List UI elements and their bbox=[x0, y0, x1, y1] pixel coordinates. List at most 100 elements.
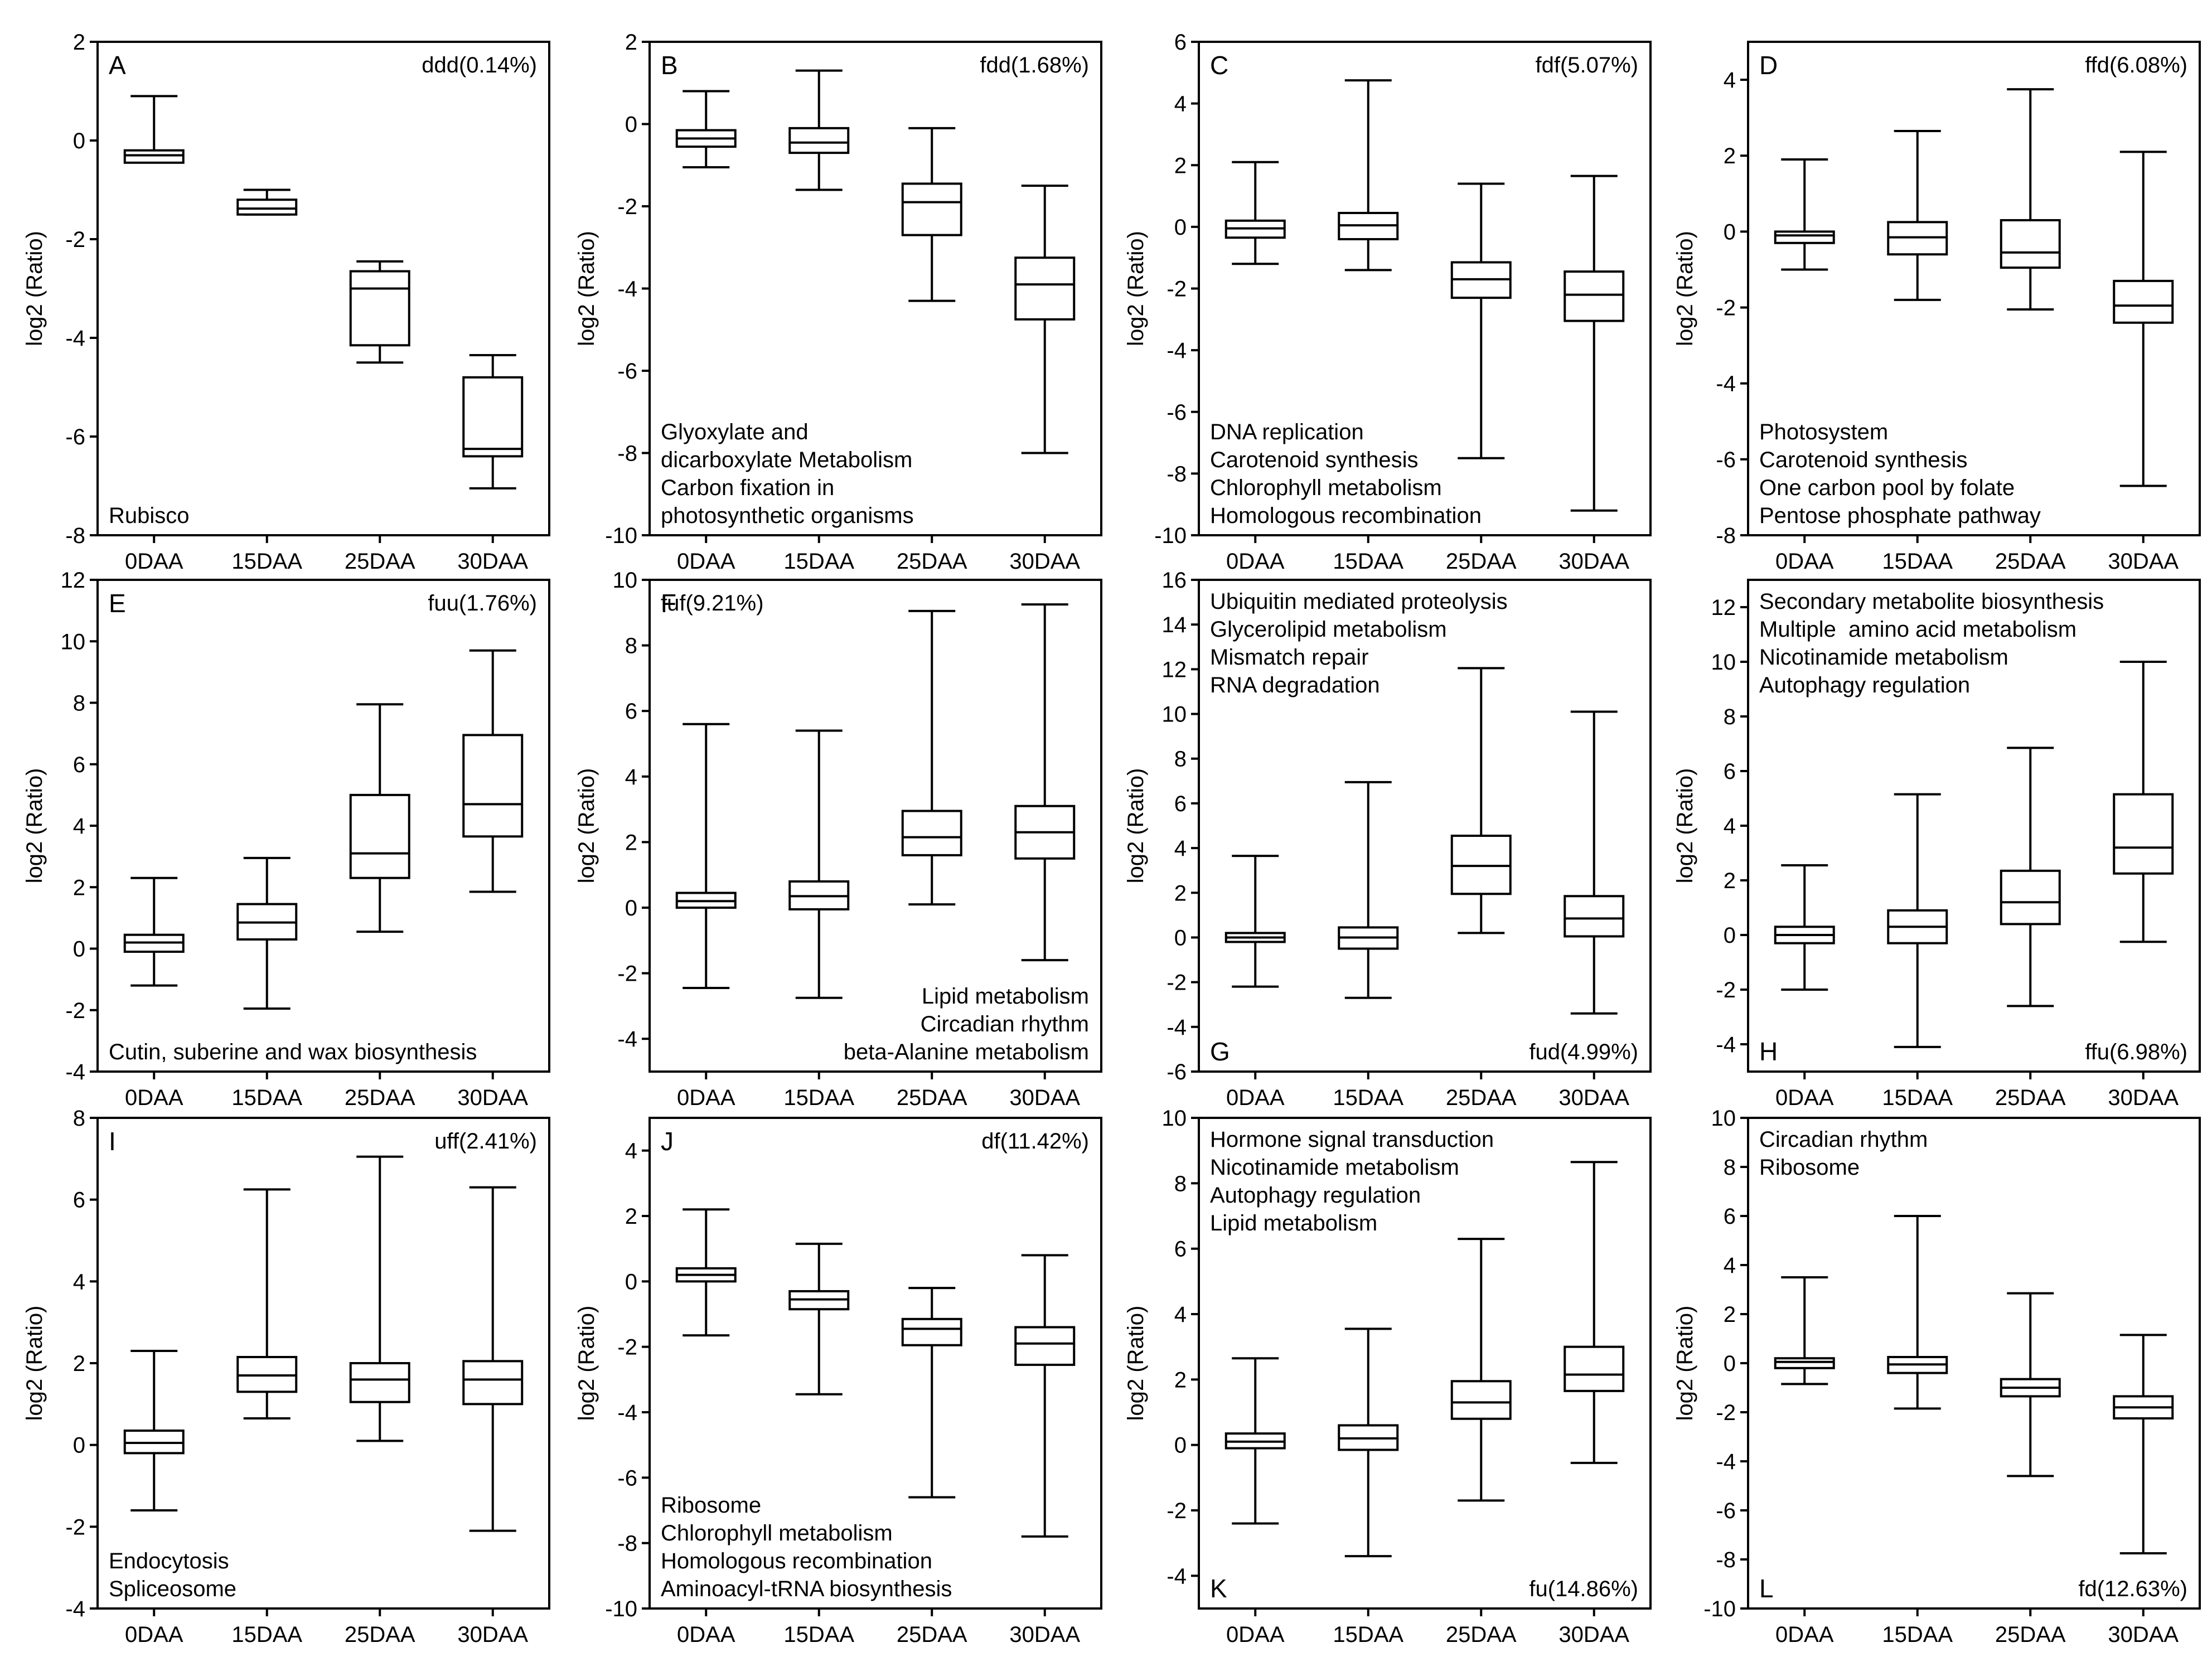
box-0daa bbox=[123, 95, 185, 164]
pathway-annotation: One carbon pool by folate bbox=[1759, 476, 2015, 500]
x-tick-label: 25DAA bbox=[1446, 1622, 1517, 1647]
y-axis-label: log2 (Ratio) bbox=[574, 1306, 599, 1421]
box-25daa bbox=[2000, 88, 2061, 311]
panel-letter: L bbox=[1759, 1574, 1774, 1603]
y-tick-label: 10 bbox=[1162, 702, 1187, 727]
y-tick-label: -4 bbox=[65, 1060, 85, 1084]
box-15daa bbox=[1338, 781, 1399, 999]
y-tick-label: -10 bbox=[1154, 524, 1187, 548]
pathway-annotation: Nicotinamide metabolism bbox=[1210, 1155, 1459, 1180]
y-tick-label: 2 bbox=[1174, 1368, 1187, 1392]
y-tick-label: 0 bbox=[73, 129, 85, 153]
panel-letter: C bbox=[1210, 51, 1228, 80]
y-tick-label: -4 bbox=[1166, 1015, 1187, 1040]
y-tick-label: 12 bbox=[1711, 595, 1736, 620]
pattern-code-label: fu(14.86%) bbox=[1529, 1577, 1638, 1601]
panel-a: 2 0 -2 -4 -6 -8 log2 (Ratio) 0DAA 15DAA 25DAA 30DA… bbox=[22, 30, 550, 574]
pattern-code-label: fud(4.99%) bbox=[1529, 1040, 1638, 1064]
y-tick-label: 2 bbox=[625, 30, 637, 55]
x-tick-label: 15DAA bbox=[1333, 549, 1403, 574]
y-tick-label: -4 bbox=[65, 1597, 85, 1621]
x-tick-label: 0DAA bbox=[125, 1622, 183, 1647]
box-0daa bbox=[675, 90, 737, 168]
y-tick-label: -8 bbox=[65, 524, 85, 548]
y-tick-label: 4 bbox=[1174, 836, 1187, 861]
box-iqr bbox=[349, 793, 410, 879]
pathway-annotation: photosynthetic organisms bbox=[661, 503, 914, 528]
y-tick-label: 10 bbox=[61, 629, 86, 654]
box-15daa bbox=[236, 856, 298, 1010]
x-tick-label: 25DAA bbox=[897, 1086, 967, 1110]
x-tick-label: 15DAA bbox=[1882, 549, 1953, 574]
y-tick-label: 2 bbox=[73, 1351, 85, 1376]
y-tick-label: -6 bbox=[1166, 1060, 1187, 1084]
y-tick-label: -2 bbox=[1166, 277, 1187, 302]
box-15daa bbox=[236, 188, 298, 216]
y-tick-label: -4 bbox=[1716, 1033, 1736, 1057]
y-tick-label: -4 bbox=[1716, 1450, 1736, 1474]
y-tick-label: -6 bbox=[1716, 448, 1736, 472]
box-0daa bbox=[1224, 855, 1286, 988]
y-tick-label: -4 bbox=[617, 1401, 637, 1425]
box-25daa bbox=[349, 703, 410, 933]
box-15daa bbox=[788, 729, 850, 999]
y-tick-label: 4 bbox=[73, 814, 85, 839]
y-axis-label: log2 (Ratio) bbox=[1673, 1306, 1697, 1421]
pattern-code-label: ffd(6.08%) bbox=[2085, 53, 2187, 77]
y-tick-label: 4 bbox=[625, 765, 637, 789]
plot-frame bbox=[1198, 1117, 1652, 1610]
box-0daa bbox=[675, 723, 737, 990]
x-tick-label: 25DAA bbox=[1446, 549, 1517, 574]
pathway-annotation: dicarboxylate Metabolism bbox=[661, 448, 912, 472]
panel-letter: K bbox=[1210, 1574, 1227, 1603]
box-iqr bbox=[1564, 1345, 1625, 1392]
panel-letter: E bbox=[109, 589, 126, 618]
panel-h: 12 10 8 6 4 2 0 -2 -4 log2 (Ratio) 0DAA 15DAA 25DAA 3… bbox=[1673, 579, 2201, 1110]
x-tick-label: 15DAA bbox=[783, 1622, 854, 1647]
panel-letter: A bbox=[109, 51, 126, 80]
y-tick-label: 0 bbox=[1174, 926, 1187, 950]
y-tick-label: 0 bbox=[73, 937, 85, 962]
y-axis-label: log2 (Ratio) bbox=[1673, 231, 1697, 346]
y-axis-label: log2 (Ratio) bbox=[1124, 231, 1148, 346]
y-tick-label: 10 bbox=[1711, 650, 1736, 675]
y-tick-label: -6 bbox=[65, 425, 85, 449]
pathway-annotation: RNA degradation bbox=[1210, 673, 1380, 697]
pathway-annotation: Lipid metabolism bbox=[1210, 1211, 1377, 1236]
y-tick-label: -6 bbox=[617, 1466, 637, 1490]
box-30daa bbox=[2113, 661, 2174, 943]
box-iqr bbox=[1774, 1357, 1835, 1369]
pathway-annotation: Glycerolipid metabolism bbox=[1210, 617, 1447, 642]
box-30daa bbox=[1014, 185, 1076, 454]
y-tick-label: -4 bbox=[1166, 338, 1187, 363]
box-iqr bbox=[349, 270, 410, 347]
x-tick-label: 0DAA bbox=[1775, 549, 1834, 574]
pathway-annotation: Ubiquitin mediated proteolysis bbox=[1210, 589, 1508, 614]
pathway-annotation: Multiple amino acid metabolism bbox=[1759, 617, 2077, 642]
y-tick-label: -2 bbox=[65, 999, 85, 1023]
panel-l: 10 8 6 4 2 0 -2 -4 -6 -8 -10 log2 (Ratio) 0DAA 15DAA 2… bbox=[1673, 1106, 2201, 1647]
y-tick-label: -2 bbox=[1166, 971, 1187, 995]
pattern-code-label: uff(2.41%) bbox=[434, 1129, 537, 1154]
x-tick-label: 0DAA bbox=[1226, 1086, 1285, 1110]
box-15daa bbox=[788, 1242, 850, 1396]
x-tick-label: 30DAA bbox=[2108, 1622, 2179, 1647]
y-tick-label: 8 bbox=[73, 1106, 85, 1131]
box-iqr bbox=[1014, 256, 1076, 321]
x-tick-label: 0DAA bbox=[677, 1622, 735, 1647]
pathway-annotation: Ribosome bbox=[661, 1493, 761, 1518]
box-iqr bbox=[462, 1360, 524, 1406]
box-0daa bbox=[675, 1208, 737, 1337]
y-tick-label: 2 bbox=[1724, 869, 1736, 893]
y-tick-label: -6 bbox=[617, 359, 637, 384]
y-tick-label: -4 bbox=[65, 326, 85, 351]
pathway-annotation: Carotenoid synthesis bbox=[1759, 448, 1968, 472]
y-tick-label: -2 bbox=[1716, 296, 1736, 321]
y-axis-label: log2 (Ratio) bbox=[22, 768, 47, 884]
y-tick-label: -4 bbox=[617, 277, 637, 302]
x-tick-label: 15DAA bbox=[1882, 1622, 1953, 1647]
y-tick-label: 2 bbox=[1724, 1302, 1736, 1327]
box-0daa bbox=[1224, 1357, 1286, 1525]
x-tick-label: 0DAA bbox=[125, 549, 183, 574]
